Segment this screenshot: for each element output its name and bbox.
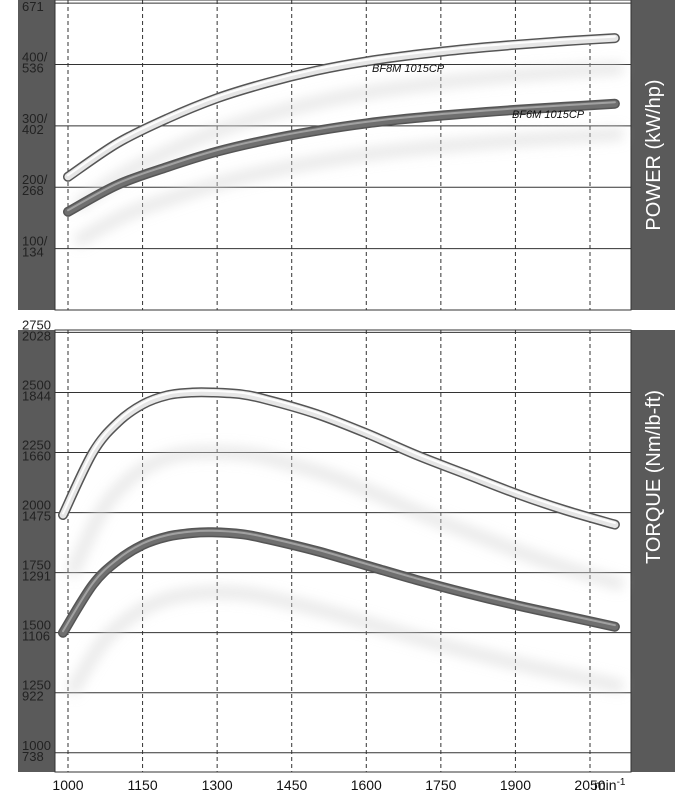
ytick-secondary-label: 1291 <box>22 569 51 584</box>
xtick-label: 1750 <box>425 777 456 793</box>
ytick-secondary-label: 1475 <box>22 509 51 524</box>
ytick-primary-label: 1500 <box>22 618 51 633</box>
series-line <box>59 528 619 637</box>
series-shadow <box>73 127 624 248</box>
series-line <box>64 100 619 216</box>
series-label: BF8M 1015CP <box>372 63 445 75</box>
ytick-secondary-label: 738 <box>22 749 44 764</box>
xtick-label: 1600 <box>351 777 382 793</box>
xtick-label: 1450 <box>276 777 307 793</box>
series-shadow <box>65 586 625 696</box>
ytick-primary-label: 200/ <box>22 172 48 187</box>
ytick-secondary-label: 2028 <box>22 328 51 343</box>
series-line-highlight <box>62 529 616 633</box>
xtick-label: 1900 <box>500 777 531 793</box>
series-shadow <box>72 62 624 212</box>
power-axis-title: POWER (kW/hp) <box>643 79 665 230</box>
xtick-label: 2050 <box>574 777 605 793</box>
ytick-primary-label: 1250 <box>22 678 51 693</box>
ytick-secondary-label: 922 <box>22 689 44 704</box>
xtick-label: 1000 <box>52 777 83 793</box>
ytick-secondary-label: 268 <box>22 183 44 198</box>
ytick-primary-label: 300/ <box>22 111 48 126</box>
series-line <box>59 388 619 529</box>
ytick-secondary-label: 671 <box>22 0 44 14</box>
xtick-label: 1150 <box>128 777 158 793</box>
xtick-label: 1300 <box>202 777 233 793</box>
series-line-highlight <box>67 101 616 212</box>
ytick-primary-label: 2250 <box>22 438 51 453</box>
xaxis-unit-label: min-1 <box>594 777 626 793</box>
ytick-primary-label: 1000 <box>22 738 51 753</box>
series-line <box>64 34 619 181</box>
torque-label-bar <box>631 330 675 772</box>
series-label: BF6M 1015CP <box>512 109 585 121</box>
ytick-primary-label: 2500 <box>22 377 51 392</box>
ytick-secondary-label: 1106 <box>22 629 50 644</box>
series-shadow <box>65 446 625 591</box>
ytick-secondary-label: 1844 <box>22 388 51 403</box>
ytick-primary-label: 2750 <box>22 317 51 332</box>
ytick-primary-label: 2000 <box>22 498 51 513</box>
ytick-primary-label: 1750 <box>22 558 51 573</box>
torque-axis-title: TORQUE (Nm/lb-ft) <box>643 390 665 564</box>
ytick-primary-label: 400/ <box>22 49 48 64</box>
series-line-highlight <box>67 35 616 177</box>
power-label-bar <box>631 0 675 310</box>
xaxis-unit-superscript: -1 <box>617 777 626 788</box>
series-line-highlight <box>62 389 616 525</box>
ytick-secondary-label: 402 <box>22 122 44 137</box>
ytick-secondary-label: 1660 <box>22 449 51 464</box>
ytick-primary-label: 100/ <box>22 234 48 249</box>
torque-yaxis-bar <box>18 330 55 772</box>
ytick-primary-label: 500/ <box>22 0 48 3</box>
power-yaxis-bar <box>18 0 55 310</box>
ytick-secondary-label: 536 <box>22 60 44 75</box>
ytick-secondary-label: 134 <box>22 245 44 260</box>
